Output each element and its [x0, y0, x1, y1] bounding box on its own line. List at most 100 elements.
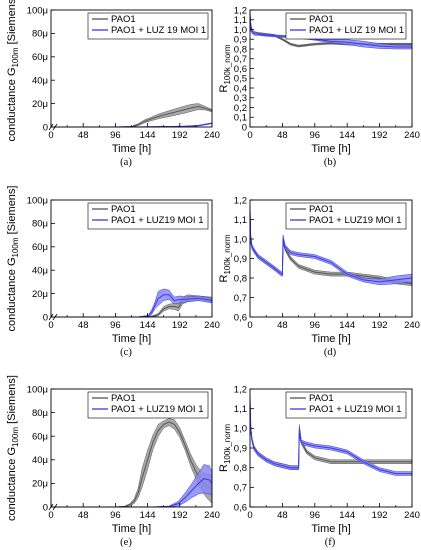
x-tick-label: 240 — [204, 510, 220, 521]
x-tick-label: 96 — [310, 510, 321, 521]
x-tick-label: 96 — [110, 320, 121, 331]
legend-label-2: PAO1 + LUZ 19 MOI 1 — [309, 25, 404, 36]
x-tick-label: 0 — [247, 510, 252, 521]
y-axis-label-subscript: 100m — [11, 427, 20, 447]
series-line-2 — [249, 398, 412, 475]
x-axis-label: Time [h] — [112, 333, 151, 345]
x-tick-label: 0 — [48, 510, 53, 521]
y-tick-label: 0,5 — [234, 74, 247, 85]
y-tick-label: 60μ — [32, 432, 48, 443]
legend-label-1: PAO1 — [309, 14, 334, 25]
x-tick-label: 0 — [48, 320, 53, 331]
y-tick-label: 20μ — [32, 99, 48, 110]
y-tick-label: 1,0 — [234, 234, 247, 245]
y-axis-label-main: R — [218, 464, 230, 472]
x-tick-label: 144 — [339, 130, 355, 141]
y-tick-label: 0,1 — [234, 113, 247, 124]
y-tick-label: 0,7 — [234, 293, 247, 304]
y-tick-label: 0 — [43, 502, 48, 513]
y-tick-label: 0 — [43, 122, 48, 133]
x-tick-label: 240 — [404, 130, 420, 141]
y-tick-label: 0,6 — [234, 502, 247, 513]
series-band-2 — [51, 464, 213, 508]
x-axis-label: Time [h] — [311, 143, 350, 155]
y-tick-label: 20μ — [32, 289, 48, 300]
legend-box — [87, 12, 209, 40]
x-tick-label: 48 — [78, 320, 89, 331]
x-tick-label: 192 — [372, 510, 388, 521]
x-tick-label: 48 — [277, 130, 288, 141]
series-line-2 — [249, 209, 413, 283]
y-tick-label: 100μ — [27, 5, 48, 16]
x-tick-label: 240 — [404, 510, 420, 521]
x-tick-label: 96 — [110, 130, 121, 141]
y-tick-label: 0 — [43, 312, 48, 323]
y-tick-label: 0,2 — [234, 103, 247, 114]
y-axis-label-subscript: 100m — [11, 47, 20, 67]
x-tick-label: 48 — [277, 320, 288, 331]
x-tick-label: 48 — [78, 130, 89, 141]
legend-label-1: PAO1 — [111, 393, 136, 404]
y-tick-label: 0,8 — [234, 273, 247, 284]
x-tick-label: 0 — [247, 320, 252, 331]
y-tick-label: 1,0 — [234, 25, 247, 36]
legend-box — [285, 391, 407, 419]
series-line-1 — [51, 105, 213, 128]
x-axis-label: Time [h] — [112, 143, 151, 155]
x-tick-label: 192 — [172, 320, 188, 331]
y-tick-label: 0,9 — [234, 35, 247, 46]
y-axis-label-subscript: 100m — [11, 237, 20, 257]
legend-label-2: PAO1 + LUZ19 MOI 1 — [309, 404, 402, 415]
x-tick-label: 144 — [339, 510, 355, 521]
y-axis-label: conductance G100m [Siemens] — [6, 0, 20, 141]
legend-label-1: PAO1 — [309, 204, 334, 215]
panel-caption: (d) — [324, 347, 337, 358]
series-line-2 — [51, 294, 213, 318]
legend-label-2: PAO1 + LUZ 19 MOI 1 — [111, 25, 206, 36]
series-band-2 — [51, 288, 213, 318]
y-axis-label: conductance G100m [Siemens] — [6, 375, 20, 521]
x-tick-label: 192 — [372, 320, 388, 331]
x-tick-label: 240 — [204, 130, 220, 141]
y-tick-label: 20μ — [32, 479, 48, 490]
legend-label-1: PAO1 — [309, 393, 334, 404]
x-tick-label: 96 — [310, 130, 321, 141]
y-tick-label: 0,6 — [234, 64, 247, 75]
y-tick-label: 60μ — [32, 52, 48, 63]
legend-label-2: PAO1 + LUZ19 MOI 1 — [309, 215, 402, 226]
y-axis-label-main: R — [218, 84, 230, 92]
y-axis-label-unit: [Siemens] — [6, 0, 18, 47]
x-tick-label: 144 — [140, 320, 156, 331]
chart-panel-4: 0 48 96 144 192 240 0,6 0,7 0,8 0,9 1,0 1,1 1,2 Time … — [218, 195, 420, 358]
y-tick-label: 1,1 — [234, 15, 247, 26]
chart-panel-5: 0 48 96 144 192 240 0 20μ 40μ 60μ 80μ 100μ Time [h] c… — [6, 375, 220, 548]
y-tick-label: 1,2 — [234, 195, 247, 206]
y-axis-label-unit: [Siemens] — [6, 186, 18, 238]
series-line-1 — [51, 421, 213, 508]
y-tick-label: 0,9 — [234, 443, 247, 454]
y-axis-label-main: R — [218, 274, 230, 282]
y-tick-label: 0,4 — [234, 83, 247, 94]
x-axis-label: Time [h] — [311, 523, 350, 535]
y-axis-label-unit: [Siemens] — [6, 375, 18, 427]
legend-label-2: PAO1 + LUZ19 MOI 1 — [111, 404, 204, 415]
chart-panel-1: 0 48 96 144 192 240 0 20μ 40μ 60μ 80μ 100μ Time [h] c… — [6, 0, 220, 168]
x-tick-label: 144 — [140, 130, 156, 141]
y-axis-label-main: conductance G — [6, 257, 18, 331]
y-axis-label: R100k_norm — [218, 424, 232, 472]
y-tick-label: 1,1 — [234, 404, 247, 415]
x-tick-label: 96 — [310, 320, 321, 331]
y-tick-label: 0,8 — [234, 463, 247, 474]
legend-label-1: PAO1 — [111, 204, 136, 215]
x-tick-label: 144 — [140, 510, 156, 521]
chart-panel-6: 0 48 96 144 192 240 0,6 0,7 0,8 0,9 1,0 1,1 1,2 Time … — [218, 384, 420, 548]
y-tick-label: 0,8 — [234, 44, 247, 55]
y-axis-label-subscript: 100k_norm — [223, 424, 232, 464]
x-tick-label: 192 — [172, 510, 188, 521]
y-tick-label: 40μ — [32, 266, 48, 277]
y-axis-label: conductance G100m [Siemens] — [6, 186, 20, 332]
panel-caption: (a) — [120, 157, 132, 168]
y-tick-label: 1,0 — [234, 424, 247, 435]
y-tick-label: 60μ — [32, 242, 48, 253]
